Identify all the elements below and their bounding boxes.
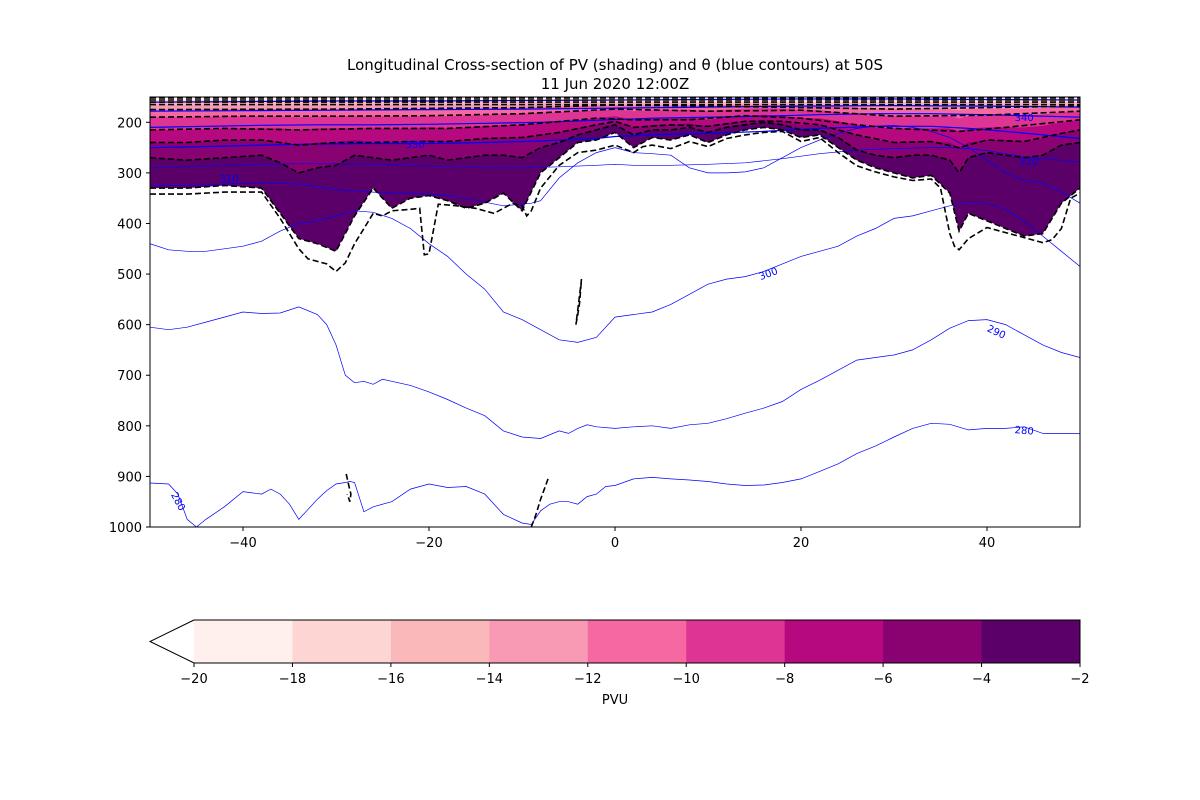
y-tick-label: 200 <box>117 116 142 131</box>
pv-contour-dashed-12 <box>345 473 352 502</box>
theta-contour-290 <box>150 306 1080 439</box>
plot-area: 280 280 290 300 310 320 330 340 −40 −20 0 20 40 200… <box>109 96 1081 551</box>
x-tick-label: −20 <box>415 536 442 551</box>
colorbar-tick-label: −14 <box>476 672 503 687</box>
colorbar-swatch <box>292 620 392 663</box>
y-tick-label: 300 <box>117 167 142 182</box>
pv-contour-dashed-5 <box>150 108 1080 118</box>
theta-label-340: 340 <box>1015 113 1034 124</box>
colorbar: −20 −18 −16 −14 −12 −10 −8 −6 −4 −2 <box>148 619 1090 687</box>
colorbar-tick-label: −18 <box>279 672 306 687</box>
pv-contour-dashed-2 <box>150 121 1080 175</box>
y-tick-label: 1000 <box>109 521 142 536</box>
theta-label-300: 300 <box>758 266 780 283</box>
colorbar-tick-label: −20 <box>180 672 207 687</box>
colorbar-swatch <box>883 620 983 663</box>
colorbar-tick-label: −2 <box>1070 672 1089 687</box>
y-tick-label: 900 <box>117 470 142 485</box>
y-tick-label: 400 <box>117 217 142 232</box>
pv-dashed-contours <box>150 97 1080 527</box>
colorbar-swatch <box>587 620 687 663</box>
colorbar-extend-triangle <box>150 620 194 663</box>
theta-label-290: 290 <box>985 324 1007 342</box>
theta-contour-340 <box>150 113 1080 128</box>
theta-label-280: 280 <box>1014 425 1034 438</box>
colorbar-tick-label: −10 <box>673 672 700 687</box>
pv-contour-dashed-0 <box>150 130 1080 273</box>
y-axis: 200 300 400 500 600 700 800 900 1000 <box>109 116 150 536</box>
y-tick-label: 700 <box>117 369 142 384</box>
theta-label-320: 320 <box>1019 157 1038 168</box>
x-axis: −40 −20 0 20 40 <box>229 527 995 551</box>
colorbar-swatch <box>390 620 490 663</box>
x-tick-label: −40 <box>229 536 256 551</box>
colorbar-tick-label: −16 <box>377 672 404 687</box>
colorbar-swatch <box>489 620 589 663</box>
chart-title: Longitudinal Cross-section of PV (shadin… <box>347 56 883 74</box>
pv-contour-dashed-11 <box>575 279 583 325</box>
colorbar-swatch <box>981 620 1081 663</box>
colorbar-tick-label: −12 <box>574 672 601 687</box>
pv-contour-dashed-4 <box>150 114 1080 133</box>
theta-contour-350 <box>150 104 1080 112</box>
x-tick-label: 0 <box>611 536 619 551</box>
theta-label-330: 330 <box>406 140 425 151</box>
y-tick-label: 500 <box>117 268 142 283</box>
colorbar-tick-label: −6 <box>874 672 893 687</box>
y-tick-label: 600 <box>117 319 142 334</box>
colorbar-swatch <box>784 620 884 663</box>
theta-label-310: 310 <box>220 174 239 185</box>
colorbar-frame <box>148 619 1081 664</box>
theta-contour-330 <box>150 125 1080 149</box>
theta-label-280: 280 <box>168 491 187 513</box>
pv-contour-dashed-1 <box>150 126 1080 253</box>
theta-contour-320 <box>150 147 1080 169</box>
theta-contour-300 <box>150 201 1080 343</box>
colorbar-swatch <box>686 620 786 663</box>
x-tick-label: 20 <box>793 536 810 551</box>
pv-contour-dashed-13 <box>530 478 549 527</box>
y-tick-label: 800 <box>117 420 142 435</box>
chart-subtitle: 11 Jun 2020 12:00Z <box>541 75 690 93</box>
colorbar-swatch <box>194 620 293 663</box>
colorbar-label: PVU <box>602 693 628 708</box>
theta-contour-280 <box>150 422 1080 527</box>
x-tick-label: 40 <box>979 536 996 551</box>
pv-contour-dashed-3 <box>150 120 1080 149</box>
colorbar-tick-label: −4 <box>972 672 991 687</box>
colorbar-tick-label: −8 <box>775 672 794 687</box>
